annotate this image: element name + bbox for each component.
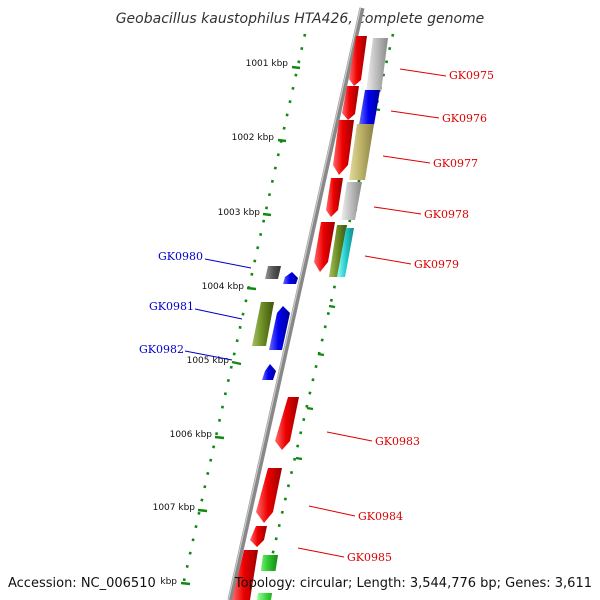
tick-1004 — [246, 286, 257, 291]
kbp-label: 1007 kbp — [153, 503, 196, 513]
kbp-ticks — [180, 65, 301, 586]
map-title: Geobacillus kaustophilus HTA426, complet… — [116, 11, 485, 27]
kbp-label: 1005 kbp — [187, 356, 230, 366]
cog-box-dark — [265, 266, 281, 279]
cog-box-olive — [349, 124, 374, 180]
cog-box-green-2 — [252, 302, 274, 346]
footer-summary-bg — [256, 571, 600, 593]
gene-label-gk0982: GK0982 — [139, 343, 184, 356]
reverse-gene-leaders — [184, 258, 252, 361]
gene-arrow-gk0980 — [283, 272, 298, 284]
gene-arrow-gk0975 — [349, 36, 367, 86]
kbp-label: 1004 kbp — [202, 282, 245, 292]
tick-1001 — [291, 65, 301, 70]
kbp-label: 1002 kbp — [232, 133, 275, 143]
gene-arrow-gk0977 — [333, 120, 354, 175]
kbp-label: 1003 kbp — [218, 208, 261, 218]
gene-label-gk0975: GK0975 — [449, 69, 494, 82]
footer-accession-bg — [0, 571, 160, 593]
cog-category-boxes — [252, 38, 388, 600]
gene-label-gk0979: GK0979 — [414, 258, 459, 271]
tick-1002 — [277, 138, 287, 143]
cog-box-cyan — [337, 228, 354, 277]
gene-label-gk0985: GK0985 — [347, 551, 392, 564]
tick-1007 — [197, 508, 208, 513]
forward-gene-arrows — [232, 36, 367, 600]
gene-arrow-gk0985 — [250, 526, 267, 547]
kbp-label: 1001 kbp — [246, 59, 289, 69]
genome-backbone-highlight — [227, 7, 362, 600]
gene-arrow-gk0979 — [314, 222, 335, 272]
gene-arrow-gk0983 — [275, 397, 299, 450]
gene-arrow-gk0982 — [262, 364, 276, 380]
tick-1008 — [180, 581, 191, 586]
tick-1006 — [214, 435, 225, 440]
gene-label-gk0978: GK0978 — [424, 208, 469, 221]
cog-box-green — [329, 225, 347, 277]
cog-box-gray-2 — [341, 182, 362, 220]
gene-arrow-next — [232, 550, 258, 600]
genome-summary-text: Topology: circular; Length: 3,544,776 bp… — [234, 576, 592, 591]
genome-backbone — [227, 7, 365, 600]
reverse-gene-labels[interactable]: GK0980 GK0981 GK0982 — [139, 250, 203, 356]
gene-label-gk0983: GK0983 — [375, 435, 420, 448]
accession-text: Accession: NC_006510 — [8, 576, 156, 591]
reverse-gene-arrows — [262, 272, 298, 380]
gene-label-gk0976: GK0976 — [442, 112, 487, 125]
gene-label-gk0977: GK0977 — [433, 157, 478, 170]
gene-label-gk0984: GK0984 — [358, 510, 403, 523]
gene-arrow-gk0984 — [256, 468, 282, 523]
cog-box-blue — [359, 90, 380, 125]
tick-1003 — [262, 212, 272, 217]
forward-gene-labels[interactable]: GK0975 GK0976 GK0977 GK0978 GK0979 GK098… — [347, 69, 494, 564]
kbp-label: 1006 kbp — [170, 430, 213, 440]
gene-arrow-gk0976 — [342, 86, 359, 120]
gene-arrow-gk0978 — [326, 178, 343, 217]
gene-label-gk0981: GK0981 — [149, 300, 194, 313]
forward-gene-leaders — [297, 68, 447, 558]
gene-arrow-gk0981 — [269, 306, 290, 350]
cog-box-gray — [366, 38, 388, 92]
tick-1005 — [231, 360, 242, 366]
gene-label-gk0980: GK0980 — [158, 250, 203, 263]
